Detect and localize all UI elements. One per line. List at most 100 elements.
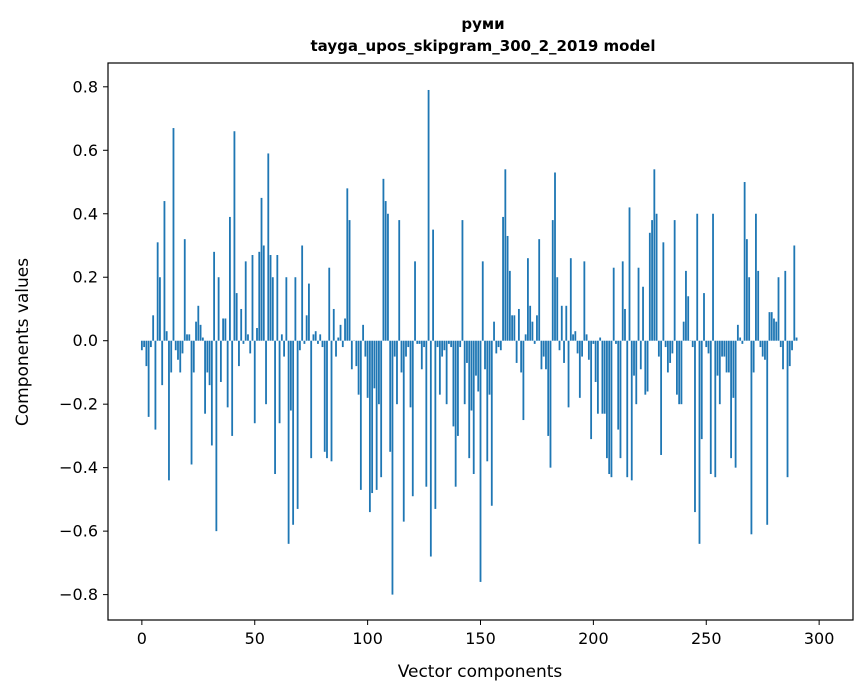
bar xyxy=(373,340,376,389)
bar xyxy=(262,245,265,341)
bar xyxy=(179,340,182,373)
bar xyxy=(651,220,653,341)
x-axis-label: Vector components xyxy=(398,662,563,682)
bar xyxy=(587,340,590,360)
bar xyxy=(346,188,349,341)
bar xyxy=(283,340,285,357)
x-tick-label: 200 xyxy=(578,629,609,648)
bar xyxy=(504,169,507,341)
bar xyxy=(750,340,753,535)
bar xyxy=(172,128,175,341)
y-axis-label: Components values xyxy=(13,258,33,426)
bar xyxy=(755,213,757,341)
bar xyxy=(547,340,550,436)
bar xyxy=(375,340,378,490)
bar xyxy=(364,340,367,357)
bar xyxy=(420,340,423,370)
bar xyxy=(660,340,663,455)
bar xyxy=(567,340,570,408)
bar xyxy=(190,340,193,465)
bar xyxy=(366,340,369,398)
bar xyxy=(691,340,694,348)
bar xyxy=(274,340,276,475)
bar xyxy=(213,251,216,341)
bar xyxy=(628,207,631,341)
bar xyxy=(596,340,599,414)
bar xyxy=(529,305,532,341)
bar xyxy=(779,340,782,348)
bar xyxy=(782,340,784,370)
x-axis-ticks: 0 50 100 150 200 250 300 xyxy=(137,620,834,648)
bar xyxy=(382,178,385,341)
bar xyxy=(499,340,502,351)
bar xyxy=(669,340,672,363)
bar xyxy=(644,340,647,395)
bar xyxy=(759,340,762,348)
bar xyxy=(199,324,202,341)
bar xyxy=(427,89,430,341)
bar xyxy=(565,305,568,341)
bar xyxy=(457,340,459,436)
bar xyxy=(393,340,396,357)
bar xyxy=(181,340,184,354)
bar xyxy=(170,340,173,373)
bar xyxy=(391,340,394,595)
bar xyxy=(617,340,620,430)
bar xyxy=(332,308,335,341)
bar xyxy=(615,340,617,344)
bar xyxy=(396,340,398,405)
bar xyxy=(486,340,489,462)
bar xyxy=(414,261,416,341)
bar xyxy=(743,182,746,341)
bar xyxy=(398,220,401,341)
bar xyxy=(775,321,778,341)
bar xyxy=(335,340,337,357)
bar xyxy=(463,340,466,405)
bar xyxy=(269,255,272,341)
bar xyxy=(517,308,520,341)
bar xyxy=(323,340,326,452)
bar xyxy=(606,340,608,459)
bar xyxy=(685,270,687,341)
bar xyxy=(777,277,780,341)
bar xyxy=(330,340,333,462)
bar xyxy=(285,277,288,341)
bar xyxy=(296,340,299,509)
bar xyxy=(143,340,146,348)
bar xyxy=(303,340,306,344)
bar xyxy=(409,340,412,408)
bar xyxy=(558,340,561,351)
bar xyxy=(357,340,360,395)
bar xyxy=(479,340,482,582)
bar xyxy=(556,277,559,341)
bar xyxy=(646,340,649,392)
bar xyxy=(793,245,796,341)
bar xyxy=(242,340,245,344)
bar xyxy=(280,334,283,341)
bar xyxy=(438,340,441,395)
bar xyxy=(350,340,353,370)
bar xyxy=(709,340,712,475)
bar xyxy=(484,340,486,370)
bar xyxy=(576,340,579,354)
bar xyxy=(662,242,665,341)
bar xyxy=(531,321,534,341)
bar xyxy=(348,220,351,341)
bar xyxy=(752,340,755,373)
bar xyxy=(788,340,791,367)
bar xyxy=(524,334,527,341)
bar xyxy=(468,340,471,459)
bar xyxy=(653,169,656,341)
bar xyxy=(795,337,798,341)
bar xyxy=(574,331,577,341)
bar xyxy=(639,340,642,370)
bar xyxy=(630,340,633,481)
bar xyxy=(610,340,613,478)
bar xyxy=(278,340,281,424)
bar xyxy=(326,340,328,459)
bar xyxy=(287,340,290,544)
bar xyxy=(527,258,529,341)
bar xyxy=(732,340,735,398)
bar xyxy=(608,340,611,475)
